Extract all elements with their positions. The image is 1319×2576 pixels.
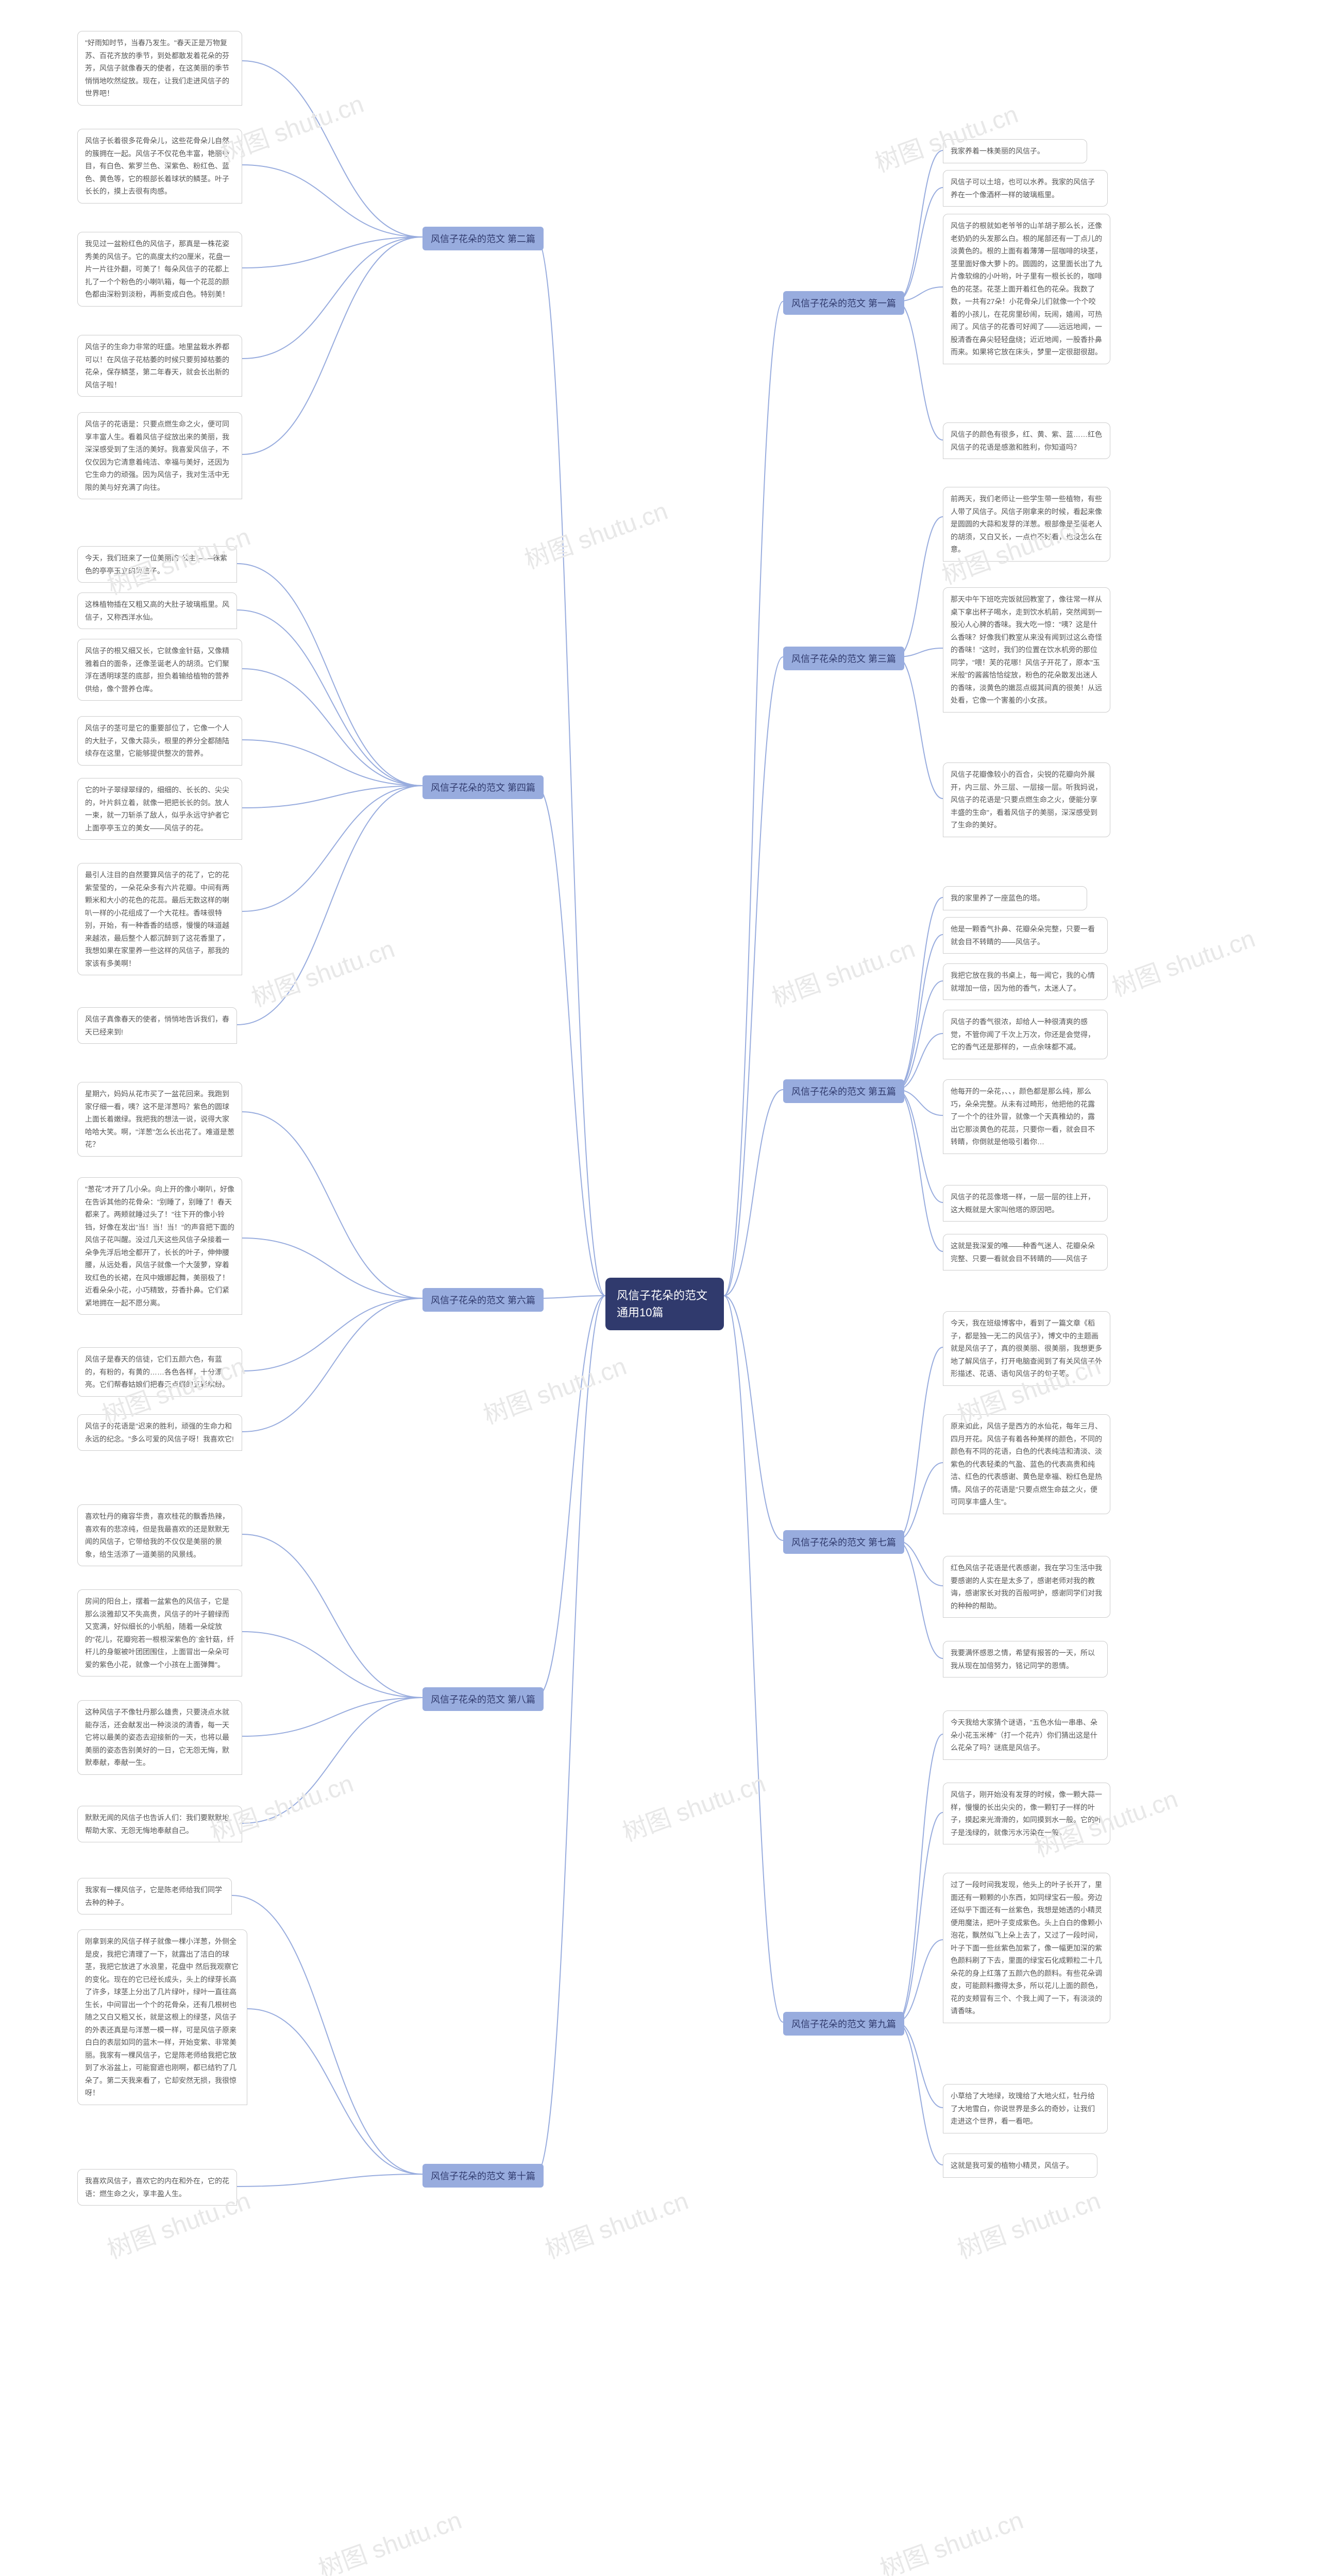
leaf-node: 风信子真像春天的使者，悄悄地告诉我们，春天已经来到! bbox=[77, 1007, 237, 1044]
leaf-node: 这就是我可爱的植物小精灵，风信子。 bbox=[943, 2154, 1097, 2178]
watermark: 树图 shutu.cn bbox=[869, 94, 1022, 179]
watermark: 树图 shutu.cn bbox=[617, 1763, 770, 1848]
leaf-node: 刚拿到来的风信子样子就像一棵小洋葱，外侧全是皮，我把它清理了一下，就露出了洁白的… bbox=[77, 1929, 247, 2105]
leaf-node: 默默无闻的风信子也告诉人们：我们要默默地帮助大家、无怨无悔地奉献自己。 bbox=[77, 1806, 242, 1842]
leaf-node: 它的叶子翠绿翠绿的，细细的、长长的、尖尖的，叶片斜立着，就像一把把长长的剑。放人… bbox=[77, 778, 242, 840]
watermark: 树图 shutu.cn bbox=[519, 490, 672, 575]
leaf-node: 我见过一盆粉红色的风信子，那真是一株花姿秀美的风信子。它的高度太约20厘米，花盘… bbox=[77, 232, 242, 307]
leaf-node: 风信子是春天的信徒，它们五颜六色，有蓝的，有粉的，有黄的……各色各样，十分漂亮。… bbox=[77, 1347, 242, 1397]
leaf-node: 风信子花瓣像较小的百合，尖锐的花瓣向外展开，内三层、外三层、一层接一层。听我妈说… bbox=[943, 762, 1110, 837]
leaf-node: 风信子长着很多花骨朵儿，这些花骨朵儿自然的簇拥在一起。风信子不仅花色丰富，艳丽夺… bbox=[77, 129, 242, 204]
watermark: 树图 shutu.cn bbox=[313, 2500, 466, 2576]
branch-node: 风信子花朵的范文 第五篇 bbox=[783, 1079, 904, 1103]
leaf-node: 最引人注目的自然要算风信子的花了，它的花紫莹莹的，一朵花朵多有六片花瓣。中间有两… bbox=[77, 863, 242, 975]
watermark: 树图 shutu.cn bbox=[766, 928, 919, 1013]
branch-node: 风信子花朵的范文 第七篇 bbox=[783, 1530, 904, 1554]
leaf-node: 我家有一棵风信子，它是陈老师给我们同学去种的种子。 bbox=[77, 1878, 232, 1914]
leaf-node: 风信子的花语是"迟来的胜利，顽强的生命力和永远的纪念。"多么可爱的风信子呀！我喜… bbox=[77, 1414, 242, 1451]
branch-node: 风信子花朵的范文 第六篇 bbox=[422, 1288, 544, 1312]
leaf-node: "葱花"才开了几小朵。向上开的像小喇叭，好像在告诉其他的花骨朵："别睡了，别睡了… bbox=[77, 1177, 242, 1315]
leaf-node: 风信子的根又细又长，它就像金针菇，又像精雅着白的面条，还像圣诞老人的胡须。它们聚… bbox=[77, 639, 242, 701]
leaf-node: 他每开的一朵花，、、，颜色都是那么纯，那么巧，朵朵完整。从未有过畸形，他把他的花… bbox=[943, 1079, 1108, 1154]
watermark: 树图 shutu.cn bbox=[246, 928, 399, 1013]
leaf-node: 原来如此，风信子是西方的水仙花，每年三月、四月开花。风信子有着各种美样的颜色，不… bbox=[943, 1414, 1110, 1514]
leaf-node: 我要满怀感恩之情，希望有报答的一天，所以我从现在加倍努力，铭记同学的恩情。 bbox=[943, 1641, 1108, 1677]
leaf-node: 我的家里养了一座蓝色的塔。 bbox=[943, 886, 1087, 910]
leaf-node: 这株植物插在又粗又高的大肚子玻璃瓶里。风信子，又称西洋水仙。 bbox=[77, 592, 237, 629]
leaf-node: 我家养着一株美丽的风信子。 bbox=[943, 139, 1087, 163]
mindmap-container: 树图 shutu.cn 树图 shutu.cn 树图 shutu.cn 树图 shut… bbox=[0, 0, 1319, 2576]
leaf-node: 风信子的根就如老爷爷的山羊胡子那么长，还像老奶奶的头发那么白。根的尾部还有一丁点… bbox=[943, 214, 1110, 364]
root-node: 风信子花朵的范文通用10篇 bbox=[605, 1278, 724, 1330]
leaf-node: 他是一颗香气扑鼻、花瓣朵朵完整，只要一看就会目不转睛的——风信子。 bbox=[943, 917, 1108, 954]
leaf-node: 风信子的生命力非常的旺盛。地里盆栽水养都可以！在风信子花枯萎的时候只要剪掉枯萎的… bbox=[77, 335, 242, 397]
watermark: 树图 shutu.cn bbox=[478, 1346, 631, 1431]
watermark: 树图 shutu.cn bbox=[539, 2180, 692, 2265]
leaf-node: 过了一段时间我发现，他头上的叶子长开了，里面还有一颗颗的小东西，如同绿宝石一般。… bbox=[943, 1873, 1110, 2023]
leaf-node: 风信子的茎可是它的重要部位了，它像一个人的大肚子，又像大蒜头，根里的养分全都随陆… bbox=[77, 716, 242, 766]
leaf-node: 今天我给大家猜个谜语，"五色水仙一串串、朵朵小花玉米棒"（打一个花卉）你们猜出这… bbox=[943, 1710, 1108, 1760]
leaf-node: 这种风信子不像牡丹那么雄贵，只要浇点水就能存活，还会献发出一种淡淡的清香，每一天… bbox=[77, 1700, 242, 1775]
branch-node: 风信子花朵的范文 第十篇 bbox=[422, 2164, 544, 2188]
leaf-node: 房间的阳台上，摆着一盆紫色的风信子，它是那么淡雅却又不失高贵，风信子的叶子碧绿而… bbox=[77, 1589, 242, 1676]
branch-node: 风信子花朵的范文 第一篇 bbox=[783, 291, 904, 315]
leaf-node: 小草给了大地绿，玫瑰给了大地火红，牡丹给了大地雪白，你说世界是多么的奇妙，让我们… bbox=[943, 2084, 1108, 2133]
leaf-node: 我把它放在我的书桌上，每一闻它，我的心情就增加一倍，因为他的香气，太迷人了。 bbox=[943, 963, 1108, 1000]
leaf-node: 今天，我在班级博客中，看到了一篇文章《稻子，都是独一无二的风信子》，博文中的主题… bbox=[943, 1311, 1110, 1386]
leaf-node: 喜欢牡丹的雍容华贵，喜欢桂花的飘香热辣，喜欢有的悲凉纯，但是我最喜欢的还是默默无… bbox=[77, 1504, 242, 1566]
leaf-node: 星期六，妈妈从花市买了一盆花回来。我跑到家仔细一看，咦？这不是洋葱吗？紫色的圆球… bbox=[77, 1082, 242, 1157]
leaf-node: 那天中午下班吃完饭就回教室了，像往常一样从桌下拿出杯子喝水，走到饮水机前，突然闻… bbox=[943, 587, 1110, 713]
root-label: 风信子花朵的范文通用10篇 bbox=[617, 1289, 707, 1319]
watermark: 树图 shutu.cn bbox=[1106, 918, 1259, 1003]
branch-node: 风信子花朵的范文 第二篇 bbox=[422, 227, 544, 250]
branch-node: 风信子花朵的范文 第八篇 bbox=[422, 1687, 544, 1711]
leaf-node: 红色风信子花语是代表感谢，我在学习生活中我要感谢的人实在是太多了，感谢老师对我的… bbox=[943, 1556, 1110, 1618]
branch-node: 风信子花朵的范文 第三篇 bbox=[783, 647, 904, 670]
leaf-node: 风信子的香气很浓，却给人一种很清爽的感觉，不管你闻了千次上万次，你还是会觉得，它… bbox=[943, 1010, 1108, 1059]
leaf-node: 我喜欢风信子，喜欢它的内在和外在，它的花语：燃生命之火，享丰盈人生。 bbox=[77, 2169, 237, 2206]
leaf-node: 风信子可以土培，也可以水养。我家的风信子养在一个像酒杯一样的玻璃瓶里。 bbox=[943, 170, 1108, 207]
leaf-node: 今天，我们班来了一位美丽的"公主"——株紫色的亭亭玉立的风信子。 bbox=[77, 546, 237, 583]
leaf-node: "好雨知时节，当春乃发生。"春天正是万物复苏、百花齐放的季节，到处都散发着花朵的… bbox=[77, 31, 242, 106]
leaf-node: 前两天，我们老师让一些学生带一些植物，有些人带了风信子。风信子刚拿来的时候，看起… bbox=[943, 487, 1110, 562]
leaf-node: 风信子的颜色有很多，红、黄、紫、蓝……红色风信子的花语是感激和胜利，你知道吗？ bbox=[943, 422, 1110, 459]
branch-node: 风信子花朵的范文 第九篇 bbox=[783, 2012, 904, 2036]
leaf-node: 风信子，刚开始没有发芽的时候，像一颗大蒜一样，慢慢的长出尖尖的，像一颗钉子一样的… bbox=[943, 1783, 1110, 1844]
leaf-node: 这就是我深爱的唯——种香气迷人、花瓣朵朵完整、只要一看就会目不转睛的——风信子 bbox=[943, 1234, 1108, 1270]
watermark: 树图 shutu.cn bbox=[952, 2180, 1105, 2265]
leaf-node: 风信子的花蕊像塔一样，一层一层的往上开，这大概就是大家叫他塔的原因吧。 bbox=[943, 1185, 1108, 1222]
branch-node: 风信子花朵的范文 第四篇 bbox=[422, 775, 544, 799]
leaf-node: 风信子的花语是：只要点燃生命之火，便可同享丰富人生。看着风信子绽放出来的美丽，我… bbox=[77, 412, 242, 499]
watermark: 树图 shutu.cn bbox=[874, 2500, 1027, 2576]
